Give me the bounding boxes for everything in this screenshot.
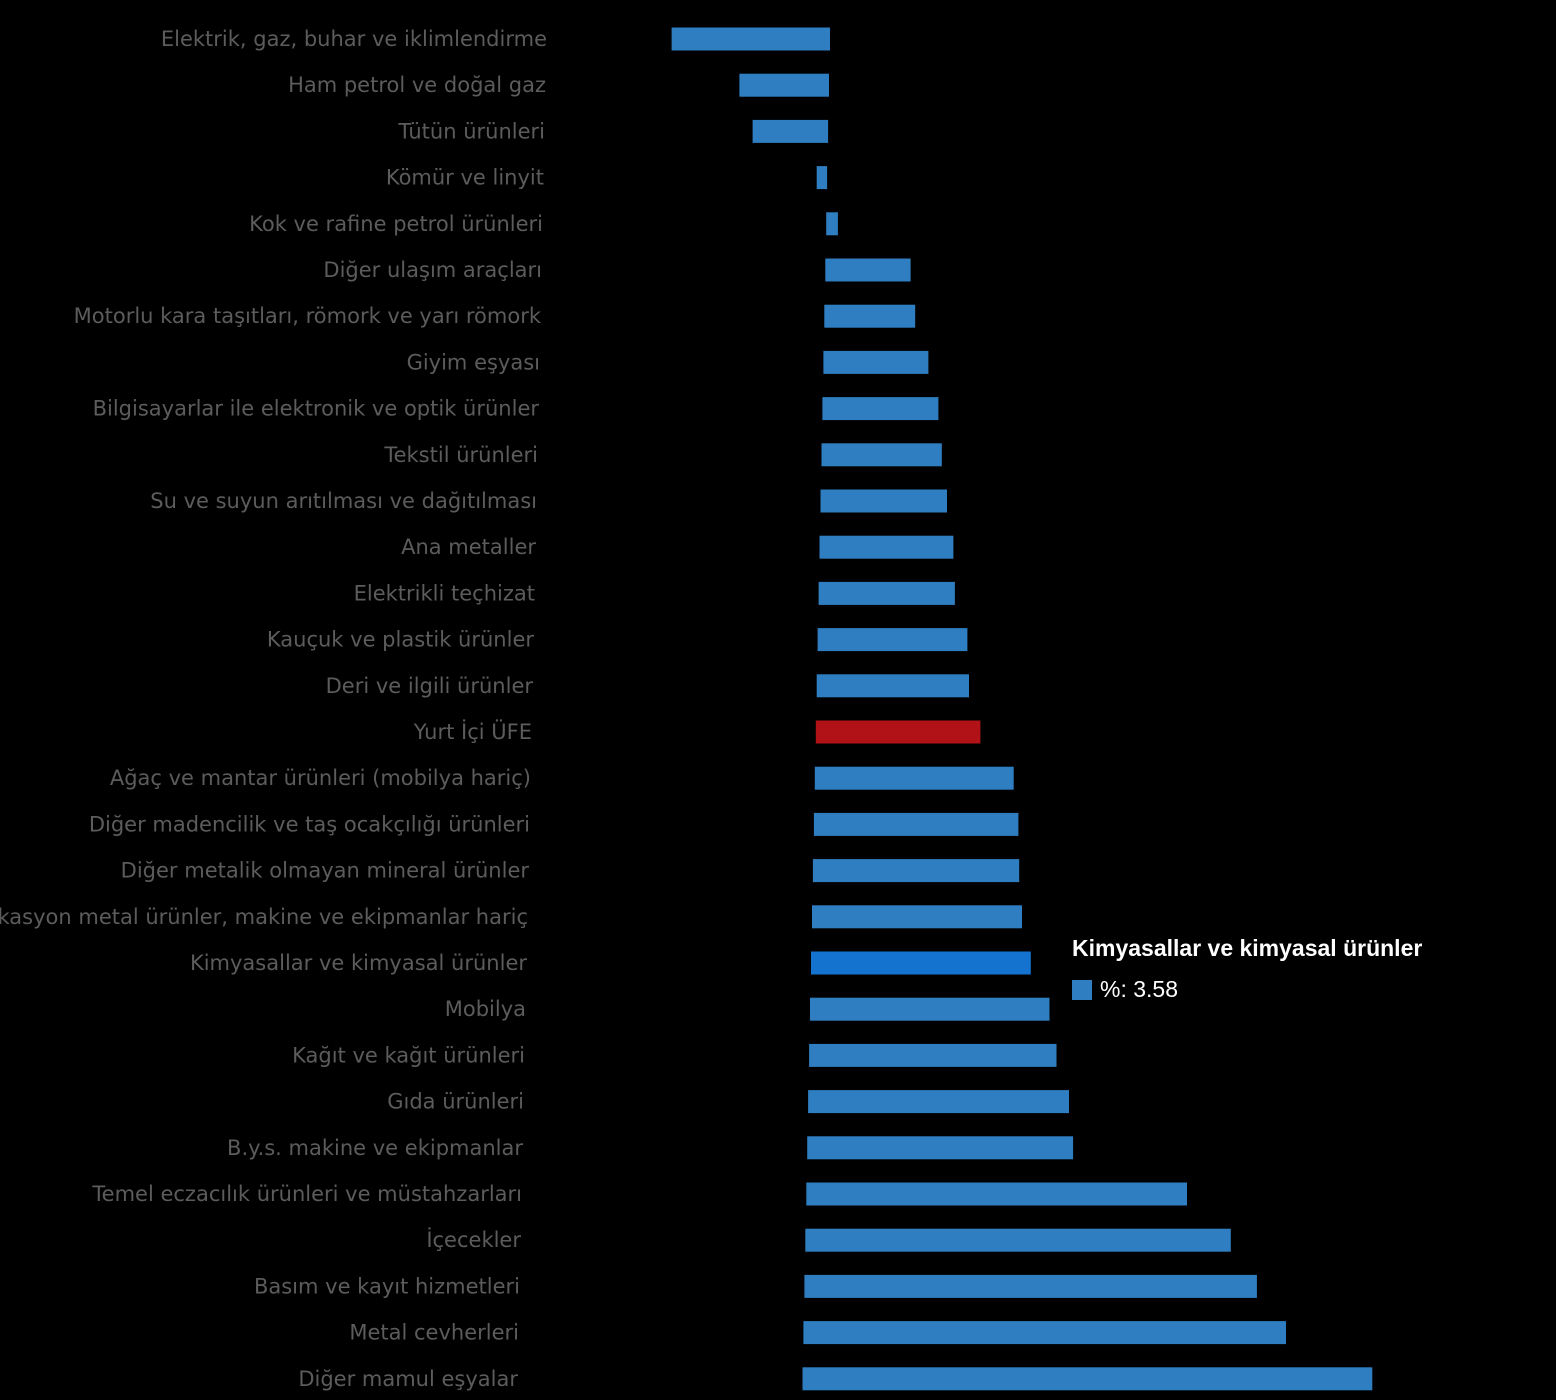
tooltip-row: %: 3.58 [1072,976,1422,1003]
category-label-4: Kömür ve linyit [386,166,544,190]
bar-16[interactable] [815,720,981,744]
category-label-10: Tekstil ürünleri [383,443,538,467]
category-label-28: Basım ve kayıt hizmetleri [254,1274,520,1298]
bar-13[interactable] [818,581,955,605]
bar-17[interactable] [814,766,1014,790]
category-label-5: Kok ve rafine petrol ürünleri [249,212,543,236]
category-label-23: Kağıt ve kağıt ürünleri [292,1043,525,1067]
bar-9[interactable] [822,397,939,421]
bar-14[interactable] [817,628,968,652]
bar-30[interactable] [802,1367,1373,1391]
category-label-8: Giyim eşyası [407,350,540,374]
category-label-29: Metal cevherleri [349,1321,519,1345]
category-label-22: Mobilya [445,997,526,1021]
category-label-14: Kauçuk ve plastik ürünler [267,628,534,652]
tooltip-key: %: [1100,976,1134,1002]
bar-22[interactable] [810,997,1050,1021]
category-label-15: Deri ve ilgili ürünler [326,674,534,698]
category-label-6: Diğer ulaşım araçları [323,258,542,282]
chart-tooltip: Kimyasallar ve kimyasal ürünler %: 3.58 [1072,935,1422,1003]
category-label-27: İçecekler [426,1227,521,1252]
tooltip-title: Kimyasallar ve kimyasal ürünler [1072,935,1423,961]
category-label-9: Bilgisayarlar ile elektronik ve optik ür… [93,397,540,421]
category-label-16: Yurt İçi ÜFE [413,719,532,744]
category-label-24: Gıda ürünleri [387,1090,524,1114]
bar-12[interactable] [819,535,954,559]
category-label-13: Elektrikli teçhizat [354,581,535,605]
bar-19[interactable] [812,859,1020,883]
category-label-3: Tütün ürünleri [397,119,545,143]
bar-4[interactable] [816,166,828,190]
category-label-30: Diğer mamul eşyalar [298,1367,518,1391]
bar-26[interactable] [806,1182,1187,1206]
category-label-11: Su ve suyun arıtılması ve dağıtılması [150,489,537,513]
bar-20[interactable] [812,905,1022,929]
bar-6[interactable] [825,258,911,282]
bar-11[interactable] [820,489,948,513]
bar-5[interactable] [826,212,838,236]
category-label-17: Ağaç ve mantar ürünleri (mobilya hariç) [110,766,531,790]
tooltip-swatch [1072,979,1092,1000]
category-label-21: Kimyasallar ve kimyasal ürünler [190,951,527,975]
category-label-25: B.y.s. makine ve ekipmanlar [227,1136,523,1160]
tooltip-value: 3.58 [1133,976,1178,1002]
bar-1[interactable] [671,27,830,51]
bar-24[interactable] [808,1090,1069,1114]
bar-8[interactable] [823,350,929,374]
bar-23[interactable] [809,1043,1057,1067]
category-label-12: Ana metaller [401,535,536,559]
category-label-20: kasyon metal ürünler, makine ve ekipmanl… [0,905,528,929]
bar-2[interactable] [739,73,829,97]
bar-15[interactable] [816,674,969,698]
category-label-18: Diğer madencilik ve taş ocakçılığı ürünl… [89,812,530,836]
bar-18[interactable] [813,812,1019,836]
category-label-7: Motorlu kara taşıtları, römork ve yarı r… [74,304,542,328]
bar-25[interactable] [807,1136,1074,1160]
category-label-2: Ham petrol ve doğal gaz [288,73,546,97]
bar-3[interactable] [752,119,829,143]
bar-27[interactable] [805,1228,1231,1252]
bar-28[interactable] [804,1274,1257,1298]
bar-21[interactable] [811,951,1031,975]
bar-7[interactable] [824,304,916,328]
bar-10[interactable] [821,443,942,467]
category-label-1: Elektrik, gaz, buhar ve iklimlendirme [161,27,547,51]
category-label-19: Diğer metalik olmayan mineral ürünler [121,859,530,883]
bar-29[interactable] [803,1321,1286,1345]
category-label-26: Temel eczacılık ürünleri ve müstahzarlar… [91,1182,522,1206]
